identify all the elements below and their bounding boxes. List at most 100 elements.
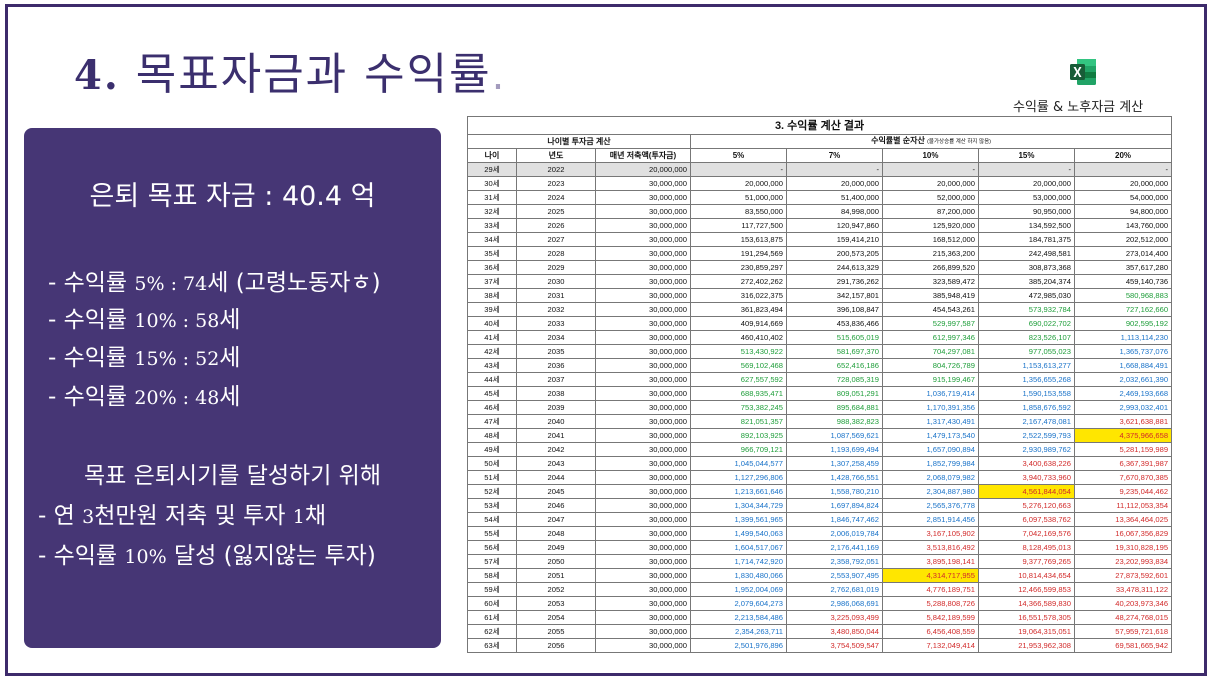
- table-cell[interactable]: 1,604,517,067: [690, 540, 787, 555]
- table-cell[interactable]: 2038: [516, 386, 596, 401]
- table-cell[interactable]: 4,561,844,054: [978, 484, 1075, 499]
- table-cell[interactable]: 33,478,311,122: [1073, 582, 1173, 597]
- table-cell[interactable]: 30,000,000: [595, 610, 691, 625]
- table-cell[interactable]: 2041: [516, 428, 596, 443]
- table-cell[interactable]: 48,274,768,015: [1073, 610, 1173, 625]
- table-cell[interactable]: 52,000,000: [882, 190, 979, 205]
- table-cell[interactable]: 316,022,375: [690, 288, 787, 303]
- table-cell[interactable]: -: [978, 162, 1075, 177]
- table-cell[interactable]: 168,512,000: [882, 232, 979, 247]
- table-cell[interactable]: 20,000,000: [978, 176, 1075, 191]
- table-cell[interactable]: 459,140,736: [1073, 274, 1173, 289]
- table-cell[interactable]: 581,697,370: [786, 344, 883, 359]
- table-cell[interactable]: 54세: [467, 512, 517, 527]
- table-cell[interactable]: 1,499,540,063: [690, 526, 787, 541]
- table-cell[interactable]: 55세: [467, 526, 517, 541]
- table-cell[interactable]: 2,032,661,390: [1073, 372, 1173, 387]
- table-cell[interactable]: 16,551,578,305: [978, 610, 1075, 625]
- table-cell[interactable]: 47세: [467, 414, 517, 429]
- table-cell[interactable]: 52세: [467, 484, 517, 499]
- table-cell[interactable]: 2052: [516, 582, 596, 597]
- table-cell[interactable]: 21,953,962,308: [978, 638, 1075, 653]
- table-cell[interactable]: 13,364,464,025: [1073, 512, 1173, 527]
- table-cell[interactable]: 20,000,000: [595, 162, 691, 177]
- table-cell[interactable]: 11,112,053,354: [1073, 498, 1173, 513]
- table-cell[interactable]: 804,726,789: [882, 358, 979, 373]
- table-cell[interactable]: 892,103,925: [690, 428, 787, 443]
- table-cell[interactable]: 30,000,000: [595, 288, 691, 303]
- table-cell[interactable]: 977,055,023: [978, 344, 1075, 359]
- table-cell[interactable]: 50세: [467, 456, 517, 471]
- table-cell[interactable]: 513,430,922: [690, 344, 787, 359]
- table-cell[interactable]: 61세: [467, 610, 517, 625]
- table-cell[interactable]: 2037: [516, 372, 596, 387]
- table-cell[interactable]: 1,045,044,577: [690, 456, 787, 471]
- table-cell[interactable]: 34세: [467, 232, 517, 247]
- table-cell[interactable]: 1,399,561,965: [690, 512, 787, 527]
- table-cell[interactable]: 37세: [467, 274, 517, 289]
- table-cell[interactable]: 1,558,780,210: [786, 484, 883, 499]
- table-cell[interactable]: 2,522,599,793: [978, 428, 1075, 443]
- table-cell[interactable]: 20,000,000: [786, 176, 883, 191]
- table-cell[interactable]: 125,920,000: [882, 218, 979, 233]
- table-cell[interactable]: 134,592,500: [978, 218, 1075, 233]
- table-cell[interactable]: 727,162,660: [1073, 302, 1173, 317]
- table-cell[interactable]: 30,000,000: [595, 568, 691, 583]
- table-cell[interactable]: 30,000,000: [595, 344, 691, 359]
- table-cell[interactable]: -: [690, 162, 787, 177]
- table-cell[interactable]: 60세: [467, 596, 517, 611]
- table-cell[interactable]: 7,042,169,576: [978, 526, 1075, 541]
- table-cell[interactable]: 215,363,200: [882, 246, 979, 261]
- table-cell[interactable]: 27,873,592,601: [1073, 568, 1173, 583]
- table-cell[interactable]: 30,000,000: [595, 638, 691, 653]
- table-cell[interactable]: 30,000,000: [595, 386, 691, 401]
- table-cell[interactable]: 2,354,263,711: [690, 624, 787, 639]
- table-cell[interactable]: 2036: [516, 358, 596, 373]
- table-cell[interactable]: 1,304,344,729: [690, 498, 787, 513]
- table-cell[interactable]: 1,590,153,558: [978, 386, 1075, 401]
- table-cell[interactable]: 30,000,000: [595, 624, 691, 639]
- table-cell[interactable]: -: [786, 162, 883, 177]
- table-cell[interactable]: 3,225,093,499: [786, 610, 883, 625]
- table-cell[interactable]: 2030: [516, 274, 596, 289]
- table-cell[interactable]: 266,899,520: [882, 260, 979, 275]
- table-cell[interactable]: 30,000,000: [595, 274, 691, 289]
- table-cell[interactable]: 87,200,000: [882, 204, 979, 219]
- table-cell[interactable]: 7,670,870,385: [1073, 470, 1173, 485]
- table-cell[interactable]: 4,375,966,658: [1073, 428, 1173, 443]
- table-cell[interactable]: 57세: [467, 554, 517, 569]
- table-cell[interactable]: 2,469,193,668: [1073, 386, 1173, 401]
- table-cell[interactable]: 2,213,584,486: [690, 610, 787, 625]
- table-cell[interactable]: 1,317,430,491: [882, 414, 979, 429]
- table-cell[interactable]: 2,993,032,401: [1073, 400, 1173, 415]
- table-cell[interactable]: 308,873,368: [978, 260, 1075, 275]
- table-cell[interactable]: 2039: [516, 400, 596, 415]
- table-cell[interactable]: 36세: [467, 260, 517, 275]
- table-cell[interactable]: 9,235,044,462: [1073, 484, 1173, 499]
- table-cell[interactable]: 1,846,747,462: [786, 512, 883, 527]
- table-cell[interactable]: 2047: [516, 512, 596, 527]
- table-cell[interactable]: 30,000,000: [595, 400, 691, 415]
- excel-icon[interactable]: [1068, 57, 1098, 87]
- table-cell[interactable]: 30,000,000: [595, 246, 691, 261]
- table-cell[interactable]: -: [1073, 162, 1173, 177]
- table-cell[interactable]: 2029: [516, 260, 596, 275]
- table-cell[interactable]: 409,914,669: [690, 316, 787, 331]
- table-cell[interactable]: 19,310,828,195: [1073, 540, 1173, 555]
- table-cell[interactable]: -: [882, 162, 979, 177]
- table-cell[interactable]: 40세: [467, 316, 517, 331]
- table-cell[interactable]: 20,000,000: [690, 176, 787, 191]
- table-cell[interactable]: 14,366,589,830: [978, 596, 1075, 611]
- table-cell[interactable]: 1,087,569,621: [786, 428, 883, 443]
- table-cell[interactable]: 6,456,408,559: [882, 624, 979, 639]
- table-cell[interactable]: 2051: [516, 568, 596, 583]
- table-cell[interactable]: 529,997,587: [882, 316, 979, 331]
- table-cell[interactable]: 200,573,205: [786, 246, 883, 261]
- table-cell[interactable]: 690,022,702: [978, 316, 1075, 331]
- table-cell[interactable]: 53세: [467, 498, 517, 513]
- table-cell[interactable]: 30,000,000: [595, 302, 691, 317]
- table-cell[interactable]: 45세: [467, 386, 517, 401]
- table-cell[interactable]: 31세: [467, 190, 517, 205]
- table-cell[interactable]: 2049: [516, 540, 596, 555]
- table-cell[interactable]: 454,543,261: [882, 302, 979, 317]
